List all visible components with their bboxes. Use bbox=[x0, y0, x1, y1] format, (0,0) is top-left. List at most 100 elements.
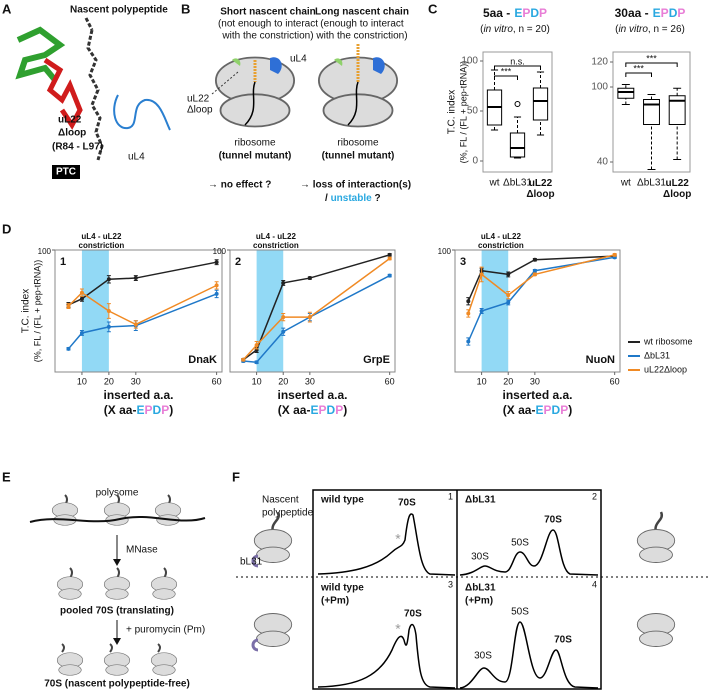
point bbox=[307, 276, 312, 281]
label-part: / bbox=[325, 193, 328, 204]
label: wild type bbox=[320, 583, 364, 594]
significance-label: *** bbox=[646, 53, 657, 63]
y-tick-label: 0 bbox=[472, 156, 478, 167]
x-axis-label-part: D bbox=[552, 403, 561, 417]
label-part: ? bbox=[374, 193, 380, 204]
x-tick-label: wt bbox=[489, 178, 500, 189]
chart-title: 5aa - EPDP bbox=[483, 6, 547, 20]
x-tick-label: 60 bbox=[385, 376, 395, 386]
point bbox=[66, 304, 71, 309]
x-axis-label-part: (X aa- bbox=[104, 403, 137, 417]
box bbox=[617, 87, 635, 99]
x-tick-label: 10 bbox=[252, 376, 262, 386]
y-tick-label: 40 bbox=[597, 157, 609, 168]
significance-bracket bbox=[625, 72, 652, 77]
label: ΔbL31 bbox=[465, 495, 496, 506]
point bbox=[214, 283, 219, 288]
chart-subtitle: (in vitro, n = 26) bbox=[615, 24, 685, 35]
label: MNase bbox=[126, 545, 158, 556]
panel-label: D bbox=[2, 221, 11, 236]
chart-title: 30aa - EPDP bbox=[615, 6, 686, 20]
y-tick-label: 100 bbox=[213, 247, 227, 256]
label: uL4 bbox=[290, 54, 307, 65]
x-tick-label: wt bbox=[620, 178, 631, 189]
label: → no effect ? bbox=[208, 180, 271, 191]
y-tick-label: 120 bbox=[591, 57, 608, 68]
panel-label: C bbox=[428, 1, 438, 16]
chain bbox=[347, 81, 359, 126]
arrow-head bbox=[113, 638, 121, 645]
label: 70S bbox=[404, 609, 422, 620]
y-tick-label: 100 bbox=[461, 56, 478, 67]
label: wild type bbox=[320, 495, 364, 506]
chart-subtitle: (in vitro, n = 20) bbox=[480, 24, 550, 35]
panel-label: B bbox=[181, 1, 190, 16]
point bbox=[532, 268, 537, 273]
point bbox=[214, 260, 219, 265]
x-axis-label: (X aa-EPDP) bbox=[104, 403, 173, 417]
x-tick-label: 20 bbox=[503, 376, 513, 386]
band-header: uL4 - uL22 bbox=[256, 232, 297, 241]
x-tick-label: ΔbL31 bbox=[637, 178, 666, 189]
label: 2 bbox=[592, 491, 597, 501]
x-tick-label: uL22 Δloop bbox=[526, 178, 554, 200]
significance-label: n.s. bbox=[510, 56, 525, 66]
highlight-band bbox=[481, 250, 509, 372]
y-axis-label: (%, FL / (FL + pep-tRNA)) bbox=[458, 61, 468, 164]
label: 50S bbox=[511, 538, 529, 549]
x-axis-label-part: P bbox=[319, 403, 327, 417]
x-axis-label-part: D bbox=[327, 403, 336, 417]
chart-title-part: P bbox=[522, 6, 530, 20]
label: Nascent polypeptide bbox=[70, 5, 168, 16]
point bbox=[506, 293, 511, 298]
label: with the constriction) bbox=[221, 31, 313, 42]
significance-bracket bbox=[625, 62, 678, 67]
label: 4 bbox=[592, 579, 597, 589]
x-axis-label-part: ) bbox=[568, 403, 572, 417]
label: (+Pm) bbox=[321, 596, 349, 607]
point bbox=[479, 272, 484, 277]
label: polypeptide bbox=[262, 508, 314, 519]
point bbox=[106, 277, 111, 282]
y-tick-label: 100 bbox=[591, 82, 608, 93]
label: 30S bbox=[474, 651, 492, 662]
chart-subtitle-part: in vitro bbox=[618, 24, 648, 35]
significance-bracket bbox=[494, 75, 518, 80]
point bbox=[387, 252, 392, 257]
band-header: constriction bbox=[253, 241, 299, 250]
chart-title-part: P bbox=[539, 6, 547, 20]
y-axis-label: T.C. index bbox=[447, 90, 458, 134]
polysome bbox=[29, 494, 206, 526]
x-axis-label-part: (X aa- bbox=[278, 403, 311, 417]
label: 70S bbox=[554, 635, 572, 646]
gene-label: DnaK bbox=[188, 354, 217, 366]
chart-subtitle-part: ( bbox=[615, 24, 619, 35]
point bbox=[506, 272, 511, 277]
panel-label: F bbox=[232, 469, 240, 484]
outlier bbox=[514, 101, 521, 107]
chart-title-part: E bbox=[653, 6, 661, 20]
x-tick-label: 20 bbox=[278, 376, 288, 386]
point bbox=[466, 339, 471, 344]
label: 3 bbox=[448, 579, 453, 589]
ribosomes bbox=[56, 643, 178, 676]
plot-frame bbox=[482, 51, 553, 173]
label: Nascent bbox=[262, 495, 299, 506]
label: 50S bbox=[511, 607, 529, 618]
label: (tunnel mutant) bbox=[219, 151, 292, 162]
point bbox=[79, 330, 84, 335]
plot-frame bbox=[54, 249, 223, 373]
x-tick-label: 20 bbox=[104, 376, 114, 386]
label: pooled 70S (translating) bbox=[60, 606, 174, 617]
profile bbox=[317, 513, 456, 576]
loop bbox=[43, 57, 83, 130]
x-axis-label-part: E bbox=[535, 403, 543, 417]
x-axis-label-part: P bbox=[161, 403, 169, 417]
x-axis-label-part: P bbox=[560, 403, 568, 417]
chart-title-part: P bbox=[661, 6, 669, 20]
point bbox=[281, 280, 286, 285]
point bbox=[66, 346, 71, 351]
y-tick-label: 100 bbox=[438, 247, 452, 256]
label: (enough to interact bbox=[320, 19, 404, 30]
